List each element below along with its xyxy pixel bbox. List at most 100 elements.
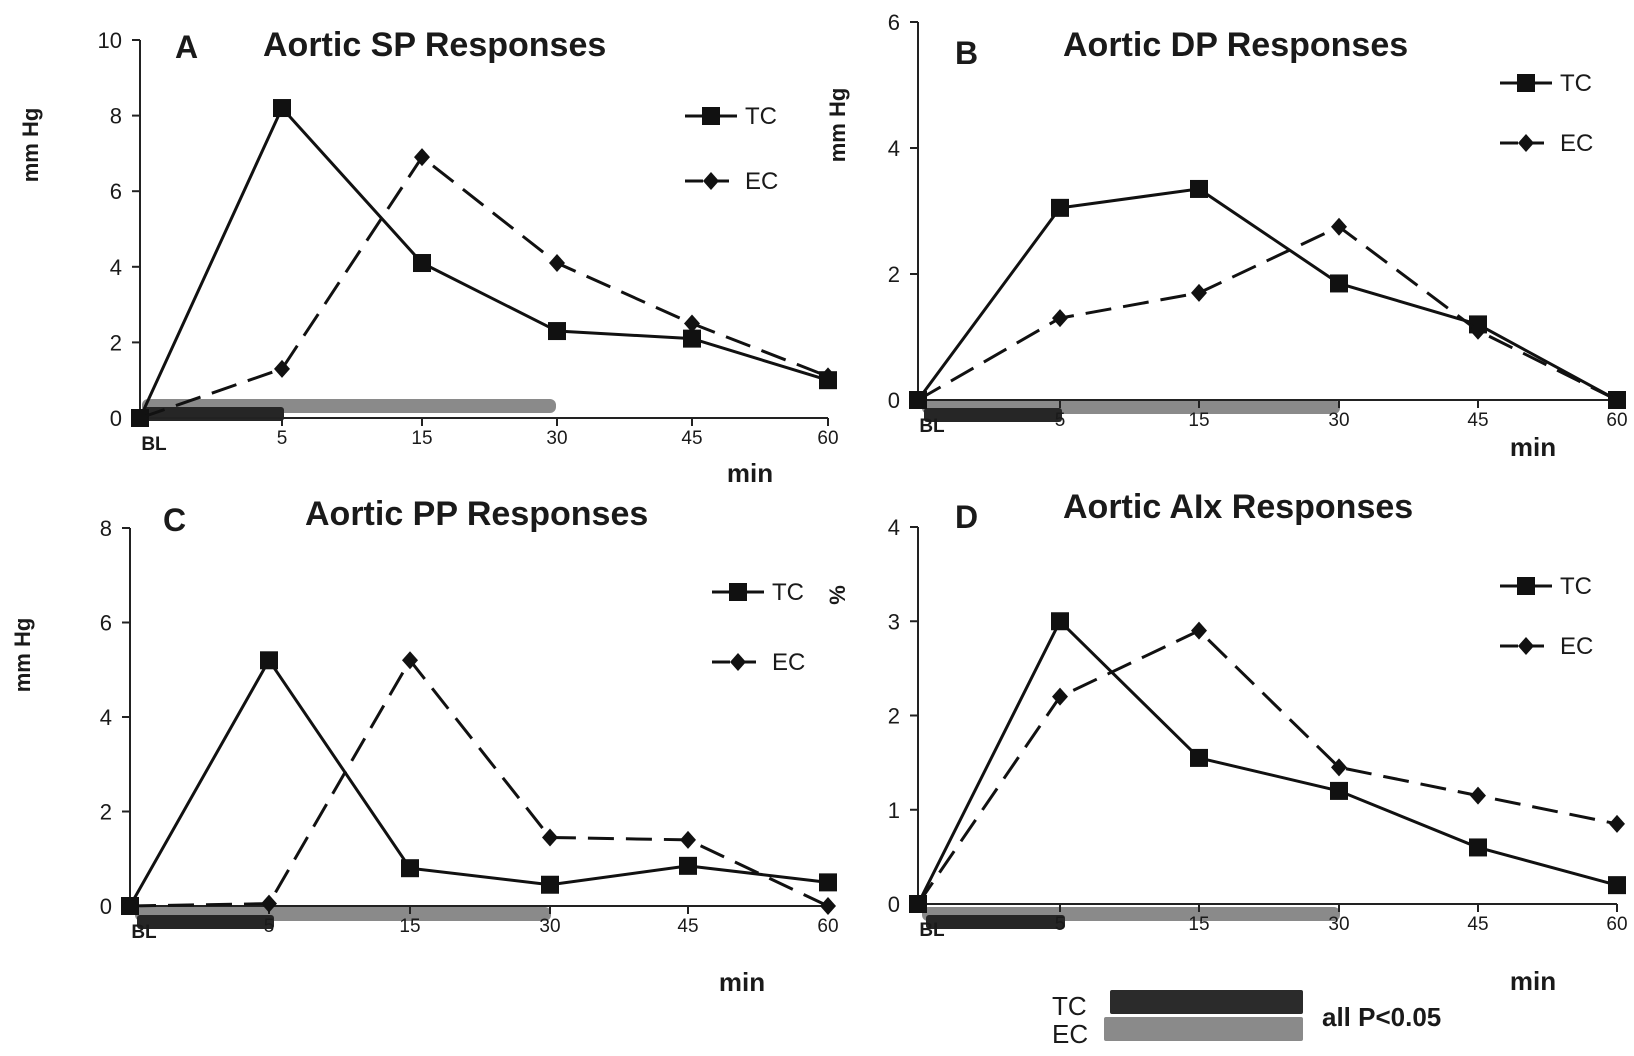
ec-point [402, 651, 418, 670]
key-note: all P<0.05 [1322, 1002, 1441, 1032]
legend-square-marker [1517, 577, 1535, 595]
y-tick-label: 4 [888, 136, 900, 161]
y-tick-label: 3 [888, 609, 900, 634]
x-tick-label: 5 [264, 916, 275, 937]
legend-square-marker [729, 583, 747, 601]
panel-letter: C [163, 502, 186, 538]
tc-significance-bar [924, 408, 1062, 422]
significance-key: TC EC all P<0.05 [1052, 990, 1441, 1049]
legend-diamond-marker [703, 172, 719, 190]
tc-point [1330, 274, 1348, 293]
series-ec-line [916, 628, 1618, 905]
ec-point [1191, 621, 1207, 640]
tc-point [683, 329, 701, 348]
x-tick-label: 45 [1467, 914, 1488, 935]
chart-title: Aortic SP Responses [263, 26, 606, 64]
ec-point [414, 148, 430, 167]
y-tick-label: 1 [888, 798, 900, 823]
panel-d: 0 1 2 3 4 BL 5 15 30 45 60 Aortic AIx Responses Dmin… [825, 488, 1628, 996]
tc-point [413, 254, 431, 273]
x-tick-label: 15 [1188, 410, 1209, 431]
key-tc-label: TC [1052, 991, 1087, 1021]
tc-point [679, 856, 697, 875]
x-tick-label: 5 [1055, 410, 1066, 431]
y-axis-label: mm Hg [10, 618, 35, 693]
ec-point [1609, 814, 1625, 833]
y-tick-label: 4 [100, 705, 112, 730]
series-ec-line [129, 657, 829, 908]
ec-point [1331, 758, 1347, 777]
legend-square-marker [1517, 74, 1535, 92]
legend-ec-label: EC [1560, 633, 1593, 660]
tc-significance-bar [926, 915, 1065, 929]
legend-tc-label: TC [1560, 70, 1592, 97]
x-tick-label: 15 [399, 916, 420, 937]
tc-point [273, 99, 291, 118]
series-tc-line [916, 187, 1618, 402]
x-tick-label: 45 [681, 428, 702, 449]
chart-title: Aortic PP Responses [305, 495, 648, 533]
y-tick-label: 2 [110, 330, 122, 355]
y-tick-label: 6 [100, 611, 112, 636]
y-tick-label: 6 [110, 179, 122, 204]
ec-point [684, 314, 700, 333]
x-tick-label: 45 [677, 916, 698, 937]
legend-diamond-marker [1518, 134, 1534, 152]
x-tick-label: 60 [1606, 914, 1627, 935]
y-tick-label: 2 [888, 704, 900, 729]
tc-point [260, 651, 278, 670]
x-tick-label: 30 [539, 916, 560, 937]
x-tick-label: 60 [1606, 410, 1627, 431]
ec-point [1331, 217, 1347, 236]
y-tick-label: 2 [100, 800, 112, 825]
panel-letter: B [955, 35, 978, 71]
ec-point [820, 367, 836, 386]
y-tick-label: 0 [888, 892, 900, 917]
ec-point [820, 897, 836, 915]
x-tick-label: BL [919, 416, 945, 437]
series-tc-line [138, 105, 829, 419]
tc-point [541, 875, 559, 894]
ec-point [1470, 786, 1486, 805]
legend: TC EC [1500, 573, 1593, 660]
legend-tc-label: TC [772, 579, 804, 606]
y-tick-label: 0 [110, 406, 122, 431]
chart-title: Aortic AIx Responses [1063, 488, 1413, 526]
chart-title: Aortic DP Responses [1063, 26, 1408, 64]
legend-ec-label: EC [745, 168, 778, 195]
x-axis-label: min [1510, 432, 1556, 462]
ec-point [122, 897, 138, 915]
x-tick-label: 15 [411, 428, 432, 449]
y-tick-label: 6 [888, 10, 900, 35]
key-ec-bar [1104, 1017, 1303, 1041]
tc-point [1190, 748, 1208, 767]
tc-point [1469, 838, 1487, 857]
y-tick-label: 4 [888, 515, 900, 540]
x-tick-label: 45 [1467, 410, 1488, 431]
series-tc-line [916, 618, 1618, 905]
x-tick-label: BL [131, 922, 157, 943]
ec-point [680, 830, 696, 849]
y-tick-label: 8 [100, 516, 112, 541]
ec-point [549, 254, 565, 273]
legend-tc-label: TC [745, 103, 777, 130]
tc-significance-bar [137, 915, 274, 929]
ec-point [261, 894, 277, 913]
tc-point [548, 322, 566, 341]
x-axis-label: min [727, 458, 773, 488]
legend: TC EC [1500, 70, 1593, 157]
legend-ec-label: EC [772, 649, 805, 676]
y-axis-label: % [825, 585, 850, 605]
tc-point [401, 859, 419, 878]
y-axis-label: mm Hg [18, 108, 43, 183]
ec-point [910, 391, 926, 409]
x-tick-label: BL [141, 434, 167, 455]
legend: TC EC [685, 103, 778, 195]
tc-point [1330, 781, 1348, 800]
legend-tc-label: TC [1560, 573, 1592, 600]
legend-diamond-marker [730, 653, 746, 671]
tc-point [1051, 612, 1069, 631]
